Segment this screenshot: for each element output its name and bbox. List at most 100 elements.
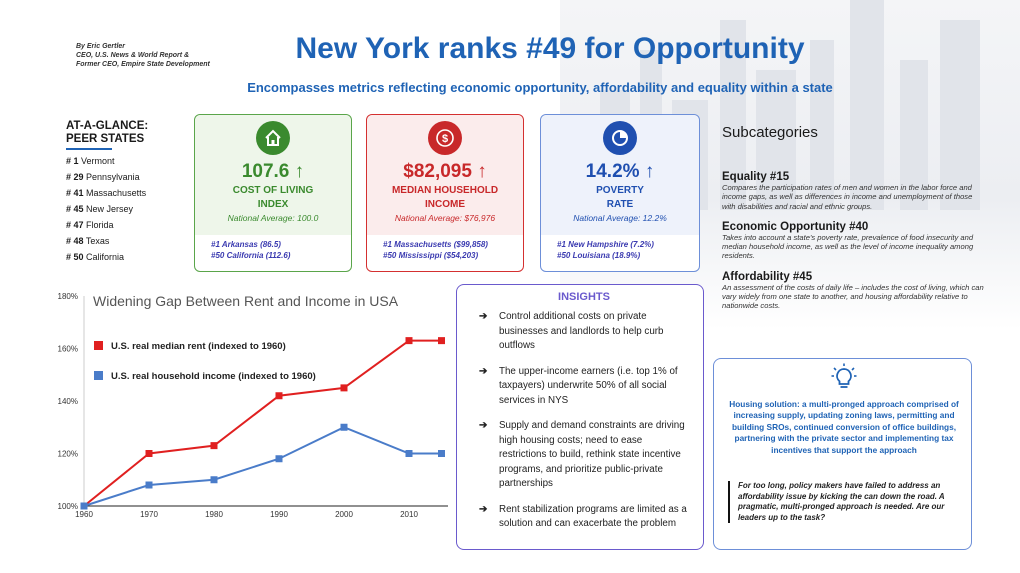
subcategory-text: Compares the participation rates of men …: [722, 183, 973, 211]
card-label: COST OF LIVING: [232, 185, 314, 196]
data-point: [405, 337, 413, 345]
data-point: [145, 481, 153, 489]
closing-quote: For too long, policy makers have failed …: [728, 481, 960, 523]
lightbulb-icon: [831, 363, 857, 396]
card-best-state: #1 Arkansas (86.5): [211, 240, 281, 249]
list-item: # 45 New Jersey: [66, 204, 134, 214]
housing-solution-panel: Housing solution: a multi-pronged approa…: [713, 358, 972, 550]
x-tick-label: 2000: [335, 510, 353, 519]
data-point: [438, 337, 445, 345]
arrow-icon: ➔: [479, 420, 488, 431]
rent-income-chart: Widening Gap Between Rent and Income in …: [20, 284, 456, 570]
subcategory-affordability: Affordability #45 An assessment of the c…: [722, 271, 987, 311]
list-item: ➔ Rent stabilization programs are limited…: [479, 503, 689, 532]
card-value: $82,095 ↑: [403, 161, 487, 182]
card-national-average: National Average: $76,976: [394, 213, 496, 223]
card-best-state: #1 Massachusetts ($99,858): [383, 240, 488, 249]
arrow-icon: ➔: [479, 503, 488, 515]
pie-chart-icon: [603, 121, 637, 155]
legend-swatch: [94, 371, 103, 380]
card-national-average: National Average: 100.0: [227, 213, 319, 223]
page-subtitle: Encompasses metrics reflecting economic …: [247, 80, 833, 95]
list-item: # 29 Pennsylvania: [66, 172, 140, 182]
subcategory-title: Affordability #45: [722, 270, 813, 283]
author-byline: By Eric Gertler CEO, U.S. News & World R…: [76, 42, 210, 69]
card-worst-state: #50 Louisiana (18.9%): [557, 251, 641, 260]
card-value: 107.6 ↑: [241, 161, 305, 182]
card-national-average: National Average: 12.2%: [573, 213, 667, 223]
card-label: INCOME: [425, 199, 465, 210]
x-tick-label: 1980: [205, 510, 223, 519]
series-line: [83, 426, 442, 507]
housing-solution-text: Housing solution: a multi-pronged approa…: [729, 399, 959, 455]
insights-panel: INSIGHTS ➔ Control additional costs on pr…: [456, 284, 704, 550]
card-label: INDEX: [257, 199, 289, 210]
insights-heading: INSIGHTS: [558, 291, 610, 303]
card-worst-state: #50 Mississippi ($54,203): [383, 251, 479, 260]
data-point: [438, 450, 445, 457]
legend-label: U.S. real household income (indexed to 1…: [111, 371, 316, 382]
list-item: # 41 Massachusetts: [66, 188, 147, 198]
list-item: # 50 California: [66, 252, 125, 262]
y-tick-label: 160%: [58, 345, 78, 354]
list-item: # 48 Texas: [66, 236, 110, 246]
y-tick-label: 120%: [58, 450, 78, 459]
arrow-icon: ➔: [479, 311, 488, 322]
glance-heading: AT-A-GLANCE:: [66, 120, 149, 132]
card-label: MEDIAN HOUSEHOLD: [391, 185, 499, 196]
glance-subheading: PEER STATES: [66, 133, 145, 145]
legend-swatch: [94, 341, 103, 350]
chart-title: Widening Gap Between Rent and Income in …: [93, 293, 399, 309]
y-tick-label: 180%: [58, 292, 78, 301]
dollar-icon: $: [428, 121, 462, 155]
median-income-card: $ $82,095 ↑ MEDIAN HOUSEHOLD INCOME Nati…: [366, 114, 524, 272]
subcategory-text: Takes into account a state's poverty rat…: [722, 232, 974, 261]
series-line: [83, 339, 442, 507]
subcategories-panel: Subcategories Equality #15 Compares the …: [722, 124, 987, 321]
y-tick-label: 100%: [58, 502, 78, 511]
data-point: [275, 392, 283, 400]
legend-label: U.S. real median rent (indexed to 1960): [111, 341, 286, 352]
list-item: # 47 Florida: [66, 220, 114, 230]
data-point: [405, 450, 413, 457]
y-tick-label: 140%: [58, 397, 78, 406]
subcategory-title: Economic Opportunity #40: [722, 220, 869, 233]
card-label: POVERTY: [596, 185, 644, 196]
chart-canvas: 100% 120% 140% 160% 180% 1960 1970 1980 1990 2000…: [58, 292, 448, 519]
card-worst-state: #50 California (112.6): [211, 251, 291, 260]
svg-text:$: $: [442, 133, 448, 145]
home-icon: [256, 121, 290, 155]
peer-states-list: # 1 Vermont # 29 Pennsylvania # 41 Massa…: [66, 153, 191, 265]
x-tick-label: 2010: [400, 510, 418, 519]
card-best-state: #1 New Hampshire (7.2%): [557, 240, 654, 249]
data-point: [80, 502, 88, 510]
glance-underline: [66, 148, 112, 150]
subcategory-equality: Equality #15 Compares the participation …: [722, 171, 987, 211]
author-name: By Eric Gertler: [76, 43, 126, 50]
list-item: ➔ The upper-income earners (i.e. top 1% o…: [479, 365, 689, 409]
data-point: [275, 455, 283, 463]
author-role: CEO, U.S. News & World Report &: [76, 52, 190, 59]
data-point: [145, 450, 153, 457]
x-tick-label: 1960: [75, 510, 93, 519]
list-item: ➔ Control additional costs on private bus…: [479, 310, 689, 354]
data-point: [210, 442, 218, 450]
author-former-role: Former CEO, Empire State Development: [76, 61, 210, 68]
subcategory-economic-opportunity: Economic Opportunity #40 Takes into acco…: [722, 221, 987, 261]
card-label: RATE: [606, 199, 634, 210]
page-title: New York ranks #49 for Opportunity: [295, 32, 805, 65]
subcategory-text: An assessment of the costs of daily life…: [722, 282, 984, 311]
card-value: 14.2% ↑: [585, 161, 655, 182]
list-item: # 1 Vermont: [66, 156, 115, 166]
skyline-background: [560, 0, 1020, 330]
arrow-icon: ➔: [479, 365, 488, 377]
at-a-glance-panel: AT-A-GLANCE: PEER STATES # 1 Vermont # 2…: [66, 120, 191, 265]
data-point: [340, 384, 348, 392]
cost-of-living-card: 107.6 ↑ COST OF LIVING INDEX National Av…: [194, 114, 352, 272]
data-point: [340, 423, 348, 431]
x-tick-label: 1990: [270, 510, 288, 519]
poverty-rate-card: 14.2% ↑ POVERTY RATE National Average: 1…: [540, 114, 700, 272]
subcategory-title: Equality #15: [722, 171, 790, 183]
subcategories-heading: Subcategories: [722, 124, 818, 141]
data-point: [210, 476, 218, 484]
